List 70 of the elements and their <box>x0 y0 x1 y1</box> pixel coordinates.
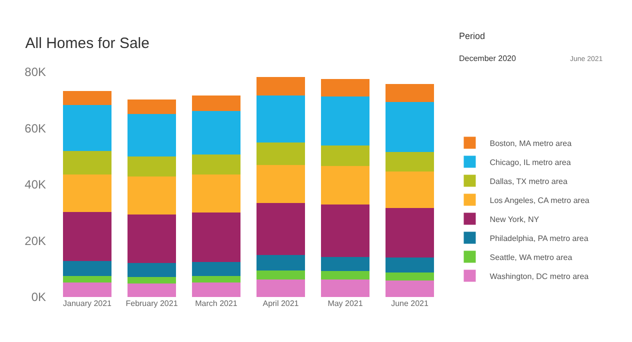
bar <box>256 270 305 280</box>
chart-title: All Homes for Sale <box>25 35 150 52</box>
bar <box>256 76 305 96</box>
legend-label: Los Angeles, CA metro area <box>490 196 590 205</box>
bar <box>128 156 176 176</box>
x-tick-label: May 2021 <box>328 299 364 308</box>
legend-label: Seattle, WA metro area <box>490 252 573 262</box>
bar <box>386 280 434 297</box>
bar <box>386 272 434 280</box>
bar <box>321 271 370 280</box>
bar <box>128 214 176 263</box>
y-tick-label: 60K <box>24 121 46 136</box>
bar <box>192 154 240 175</box>
x-tick-label: January 2021 <box>63 299 112 308</box>
x-tick-label: February 2021 <box>126 299 178 308</box>
x-tick-label: June 2021 <box>391 299 429 308</box>
bar <box>192 276 240 283</box>
bar <box>256 164 305 204</box>
y-tick-label: 20K <box>24 234 46 248</box>
bar <box>256 96 305 142</box>
text: December 2020 <box>459 54 516 63</box>
text: Period <box>459 31 486 41</box>
bar <box>63 282 112 297</box>
bar <box>63 261 112 276</box>
bar <box>192 174 240 213</box>
bar <box>128 277 176 284</box>
bar <box>128 114 176 157</box>
bar <box>128 100 176 114</box>
bar <box>256 254 305 270</box>
legend-label: Dallas, TX metro area <box>490 176 568 186</box>
bar <box>256 203 305 255</box>
bar <box>256 279 305 297</box>
bar <box>386 258 434 273</box>
legend-label: New York, NY <box>490 214 540 224</box>
bar <box>386 152 434 172</box>
bar <box>192 95 240 111</box>
bar <box>63 212 112 261</box>
bar <box>386 84 434 102</box>
bar <box>63 105 112 152</box>
bar <box>386 208 434 258</box>
x-tick-label: April 2021 <box>262 299 300 308</box>
bar <box>386 171 434 208</box>
y-tick-label: 40K <box>24 178 46 192</box>
legend-label: Chicago, IL metro area <box>490 158 572 167</box>
bar <box>128 176 176 215</box>
bar <box>321 166 370 204</box>
y-tick-label: 80K <box>24 65 46 80</box>
bar <box>256 142 305 165</box>
bar <box>321 256 370 272</box>
bar <box>321 78 370 96</box>
bar <box>63 174 112 212</box>
bar <box>321 145 370 166</box>
bar <box>192 212 240 262</box>
bar <box>63 151 112 175</box>
bar <box>192 262 240 276</box>
legend-label: Washington, DC metro area <box>490 272 590 281</box>
bar <box>321 204 370 257</box>
bar <box>63 276 112 283</box>
bar <box>63 90 112 106</box>
y-tick-label: 0K <box>31 290 46 304</box>
bar <box>321 96 370 146</box>
bar <box>321 279 370 297</box>
bar <box>128 262 176 278</box>
bar <box>386 102 434 152</box>
bar <box>128 284 176 297</box>
x-tick-label: March 2021 <box>195 299 238 308</box>
bar <box>192 282 240 297</box>
legend-label: Boston, MA metro area <box>490 138 572 148</box>
legend-label: Philadelphia, PA metro area <box>490 234 589 243</box>
bar <box>192 110 240 154</box>
